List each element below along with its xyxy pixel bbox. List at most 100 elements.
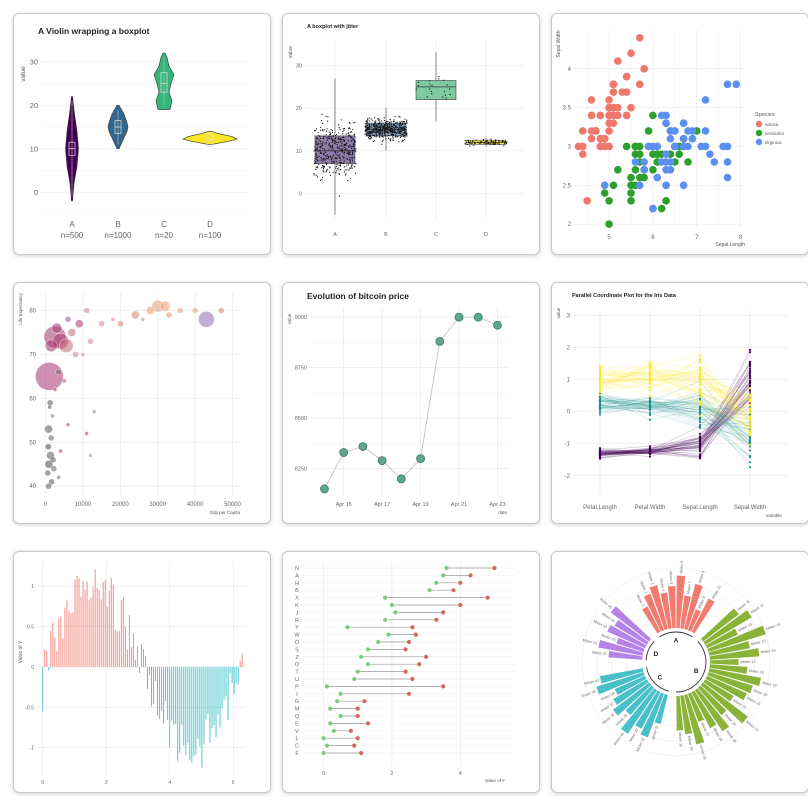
profile-line (599, 363, 751, 424)
jitter-point (331, 138, 333, 140)
jitter-point (399, 121, 401, 123)
bar-label: Mister 34 (613, 732, 625, 746)
group-arc-C (646, 667, 670, 692)
jitter-point (397, 123, 399, 125)
jitter-point (503, 143, 505, 145)
value1-point (328, 706, 333, 711)
point-virginica (706, 150, 714, 159)
card-violin: A Violin wrapping a boxplot value 0 10 20 30 A… (13, 13, 271, 255)
jitter-point (485, 142, 487, 144)
point-virginica (657, 111, 666, 120)
bar (52, 622, 54, 667)
jitter-point (377, 123, 379, 125)
profile-point (598, 450, 602, 453)
profile-line (599, 400, 751, 431)
jitter-point (389, 128, 391, 131)
jitter-point (395, 122, 397, 124)
jitter-point (318, 139, 320, 141)
jitter-point (389, 119, 391, 121)
profile-point (698, 455, 702, 459)
jitter-point (486, 140, 488, 142)
profile-point (748, 440, 752, 443)
jitter-point (431, 93, 433, 95)
bar (98, 590, 100, 667)
jitter-point (348, 169, 350, 171)
jitter-point (490, 142, 492, 144)
jitter-point (318, 134, 320, 137)
jitter-point (326, 153, 328, 156)
profile-point (748, 371, 752, 374)
jitter-point (314, 157, 316, 160)
profile-line (599, 355, 751, 425)
jitter-point (347, 151, 349, 153)
y-axis-label: Value of Y (18, 640, 24, 663)
y-axis-label: value (20, 66, 27, 82)
radial-bar-C (640, 692, 665, 738)
jitter-point (347, 140, 349, 142)
point-setosa (609, 80, 618, 89)
bar-label: Mister 3 (647, 572, 654, 585)
bar (74, 579, 76, 667)
profile-line (599, 405, 751, 437)
jitter-point (401, 135, 403, 137)
jitter-point (352, 160, 354, 162)
jitter-point (386, 123, 388, 125)
jitter-point (322, 137, 324, 140)
bar (187, 666, 189, 743)
value1-point (441, 573, 446, 578)
jitter-point (338, 136, 340, 139)
jitter-point (349, 135, 351, 137)
bar (221, 666, 223, 709)
point-versicolor (635, 142, 644, 151)
profile-point (698, 403, 702, 406)
jitter-point (327, 158, 329, 160)
jitter-point (376, 124, 378, 127)
profile-point (698, 423, 702, 427)
bar (78, 578, 80, 667)
bar (139, 666, 140, 674)
radial-bar-C (635, 690, 661, 729)
x-tick-label: 5 (607, 235, 611, 241)
profile-line (599, 406, 751, 426)
jitter-point (396, 121, 398, 123)
x-tick-label: 8 (739, 235, 743, 241)
jitter-point (351, 151, 354, 154)
point-virginica (649, 204, 657, 213)
point-setosa (605, 127, 613, 135)
jitter-point (441, 96, 444, 98)
jitter-point (493, 143, 495, 145)
profile-line (599, 398, 751, 455)
jitter-point (323, 171, 325, 173)
profile-line (599, 381, 751, 428)
jitter-point (352, 122, 355, 124)
jitter-point (429, 88, 431, 90)
jitter-point (322, 165, 324, 168)
point-virginica (644, 142, 653, 151)
jitter-point (373, 123, 375, 126)
bubble (83, 307, 90, 314)
radial-bar-D (598, 640, 644, 656)
jitter-point (331, 156, 333, 158)
radial-bar-A (687, 609, 701, 632)
value1-point (444, 565, 449, 571)
jitter-point (402, 120, 404, 123)
jitter-point (341, 139, 343, 141)
point-setosa (640, 65, 648, 73)
jitter-point (335, 153, 337, 155)
jitter-point (339, 129, 341, 131)
jitter-point (401, 120, 403, 122)
bar-label: Mister 29 (687, 736, 694, 751)
jitter-point (382, 135, 384, 138)
bar-label: Mister 18 (749, 669, 764, 675)
jitter-point (354, 144, 356, 146)
bar-label: Mister 33 (628, 728, 639, 743)
bar (76, 575, 78, 667)
chart-title: A boxplot with jitter (307, 24, 359, 30)
profile-line (599, 373, 751, 405)
profile-point (598, 413, 602, 416)
profile-point (748, 381, 752, 384)
bar (112, 584, 114, 667)
jitter-point (339, 148, 341, 150)
jitter-point (388, 132, 390, 134)
bar (56, 651, 58, 667)
